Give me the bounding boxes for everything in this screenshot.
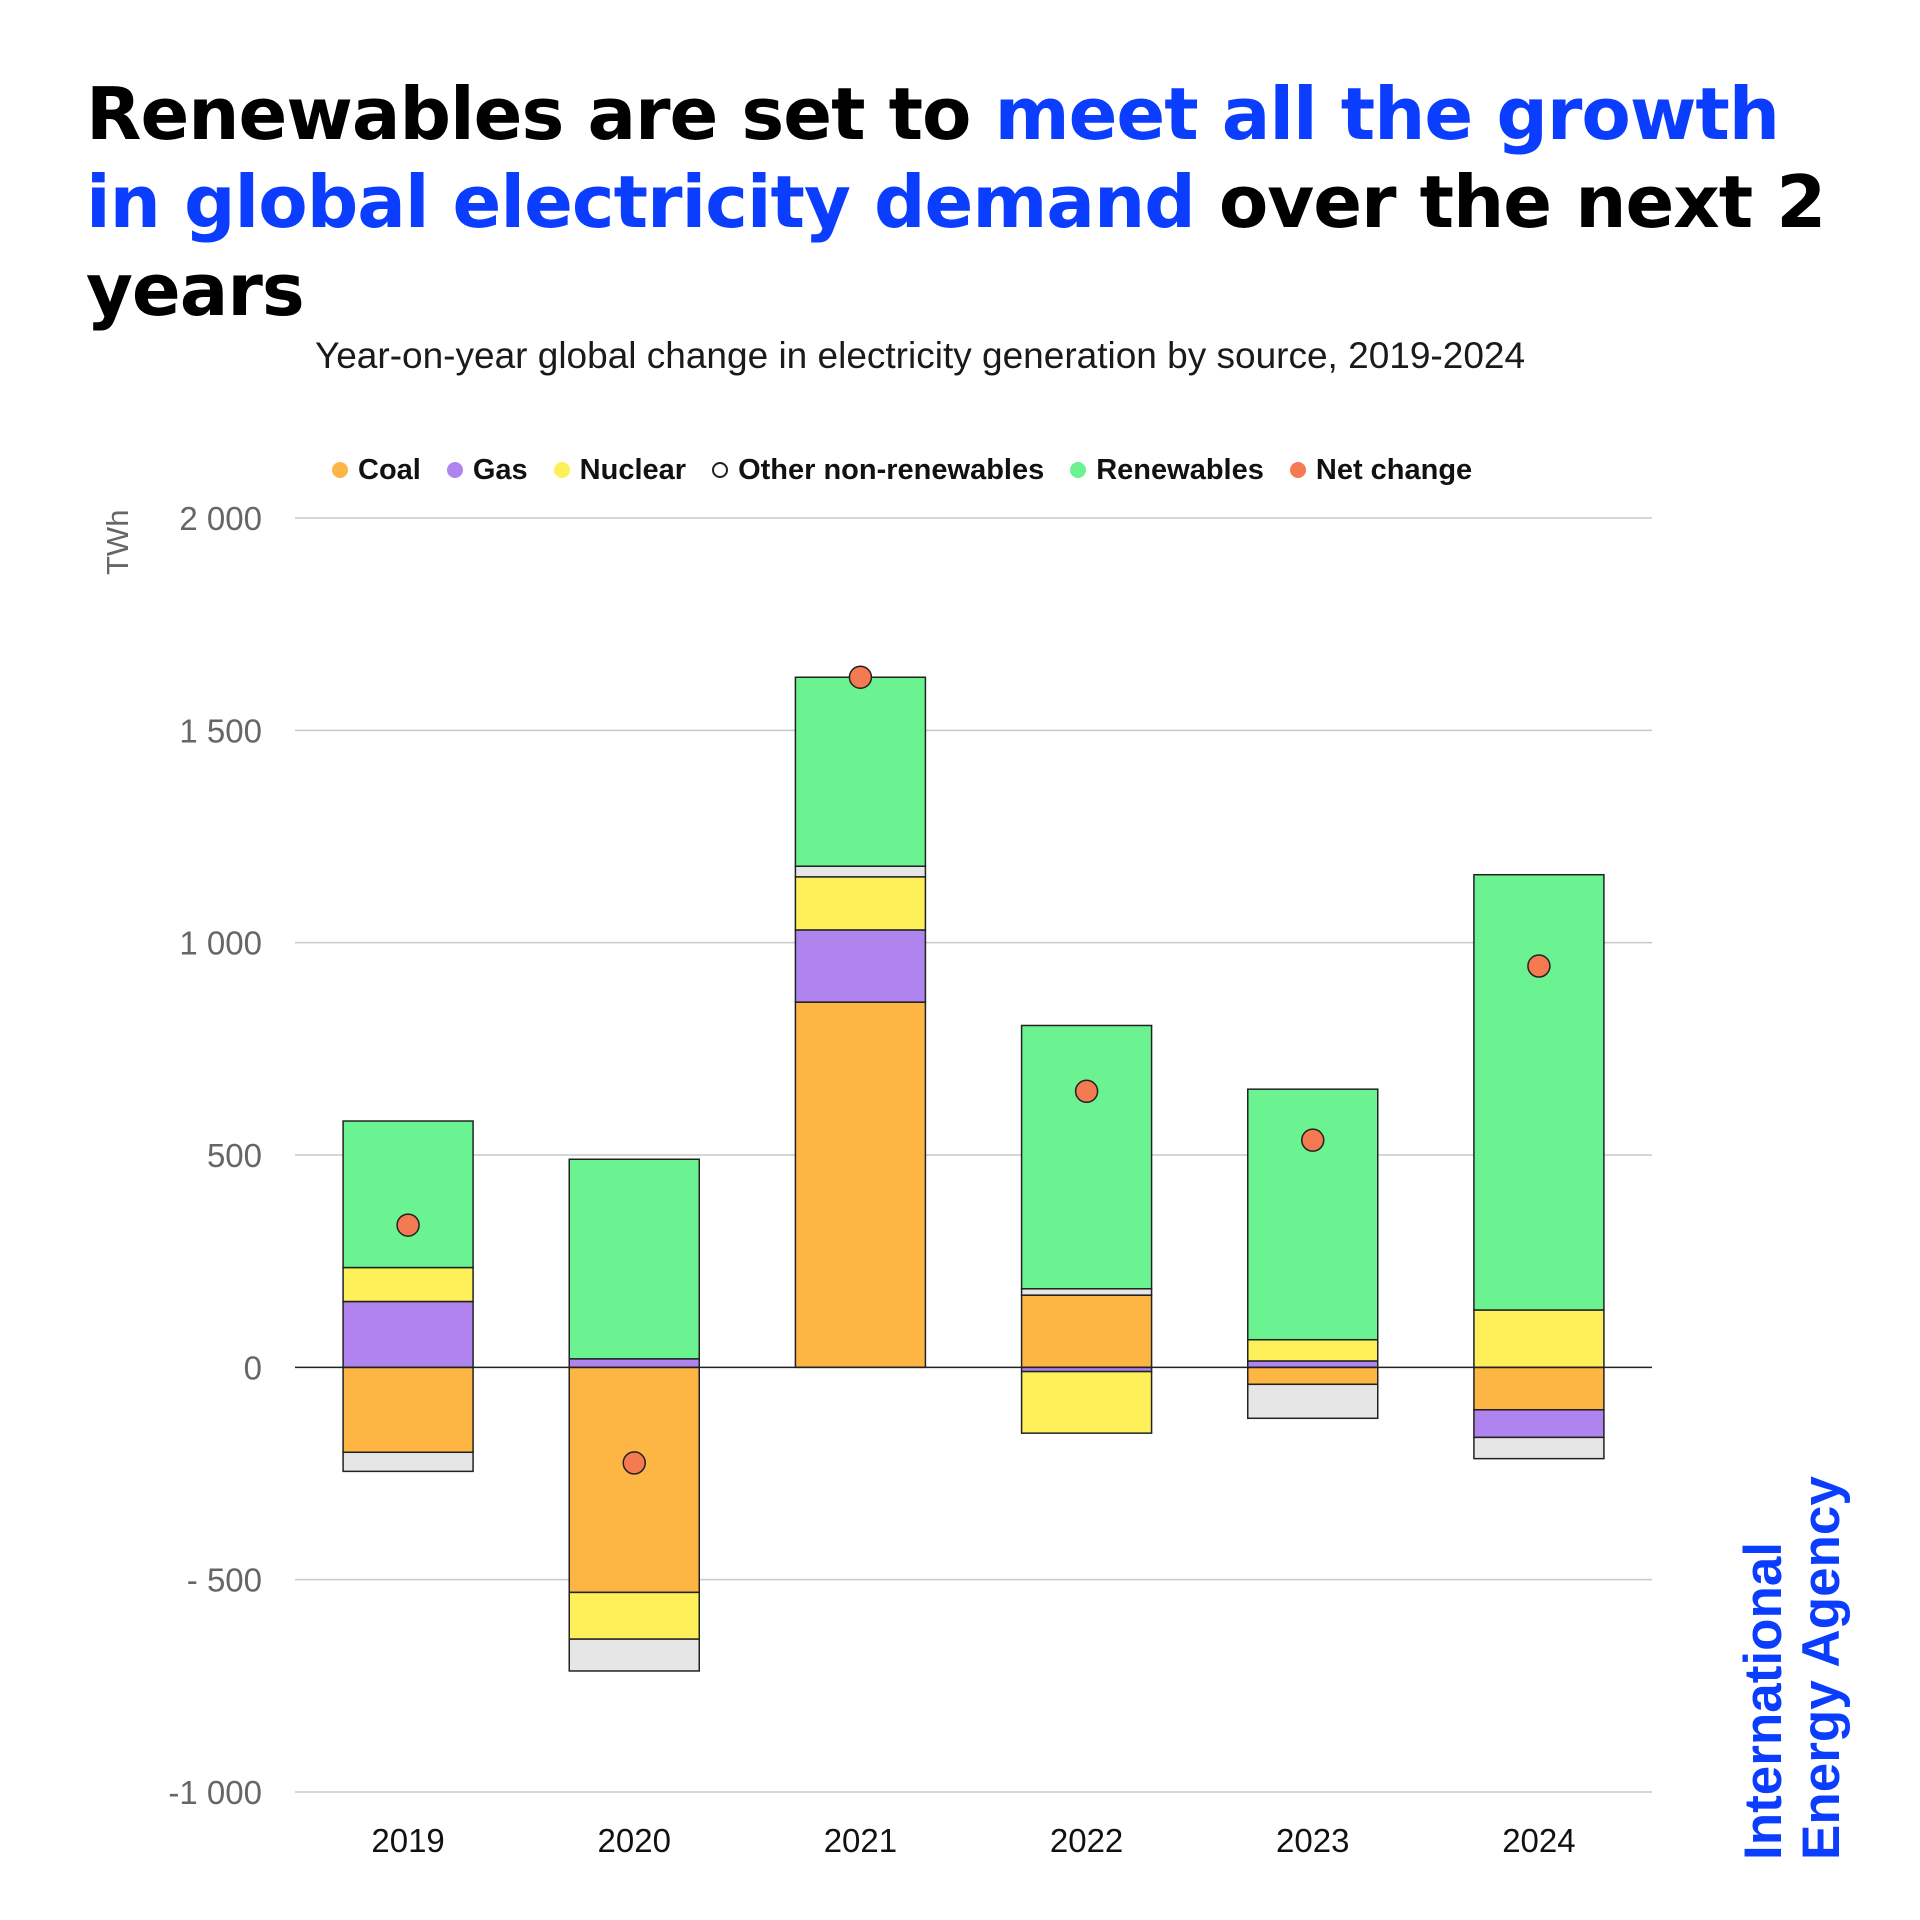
bar-segment-nuclear-2023 [1247,1338,1379,1362]
net-change-point-2024 [1527,954,1551,978]
x-tick-label: 2022 [1050,1822,1123,1859]
y-tick-label: 1 500 [179,712,262,749]
net-change-point-2022 [1074,1079,1099,1104]
x-tick-label: 2021 [824,1822,897,1859]
legend-label-other: Other non-renewables [738,453,1045,486]
y-tick-labels: 2 000 1 500 1 000 500 0 - 500 -1 000 [168,500,262,1811]
y-tick-label: - 500 [187,1562,262,1599]
headline-highlight: meet all the growth in global electricit… [86,72,1780,244]
headline: Renewables are set to meet all the growt… [86,70,1866,334]
bar-segment-coal-2020 [568,1366,700,1594]
bar-segment-gas-2021 [794,929,927,1003]
bar-segment-other-non-renewables-2020 [568,1638,700,1672]
x-tick-labels: 2019 2020 2021 2022 2023 2024 [371,1822,1575,1859]
legend-item-nuclear: Nuclear [553,453,687,487]
legend-swatch-gas [446,462,463,478]
y-tick-label: 2 000 [179,500,262,537]
bar-segment-gas-2023 [1247,1360,1379,1369]
net-change-point-2019 [396,1213,420,1237]
bar-segment-coal-2021 [794,1001,927,1369]
legend-label-nuclear: Nuclear [579,453,687,486]
legend-item-other: Other non-renewables [712,454,1044,487]
legend-item-net-change: Net change [1289,453,1473,487]
x-tick-label: 2023 [1276,1822,1349,1859]
y-tick-label: 1 000 [179,925,262,962]
bar-segment-renewables-2023 [1247,1088,1379,1341]
bar-segment-renewables-2019 [342,1120,474,1269]
bar-segment-nuclear-2022 [1020,1370,1153,1434]
bar-segment-coal-2023 [1247,1366,1379,1386]
net-change-point-2020 [622,1451,646,1475]
legend-label-gas: Gas [472,453,528,486]
bar-segment-other-non-renewables-2019 [342,1451,474,1473]
bar-segment-nuclear-2019 [342,1266,474,1303]
bar-segment-renewables-2020 [568,1158,700,1360]
bar-segment-coal-2019 [342,1366,474,1454]
gridlines [295,517,1652,1793]
bar-segment-coal-2022 [1020,1294,1153,1369]
net-change-point-2021 [848,665,873,689]
legend: Coal Gas Nuclear Other non-renewables Re… [332,450,1472,490]
iea-logo: International Energy Agency [1734,1476,1851,1860]
bar-segment-renewables-2021 [794,676,927,867]
bar-segment-other-non-renewables-2022 [1020,1288,1153,1296]
bar-segment-renewables-2022 [1020,1024,1153,1290]
x-tick-label: 2019 [371,1822,444,1859]
chart-subtitle: Year-on-year global change in electricit… [314,335,1526,376]
legend-swatch-nuclear [553,462,570,478]
net-change-point-2023 [1301,1128,1325,1152]
legend-item-gas: Gas [446,453,528,487]
logo-line-1: International [1734,1541,1793,1860]
x-tick-label: 2020 [598,1822,671,1859]
bar-segment-gas-2024 [1473,1409,1605,1439]
logo-line-2: Energy Agency [1792,1476,1851,1860]
bar-segment-gas-2020 [568,1358,700,1369]
legend-item-renewables: Renewables [1070,454,1264,487]
bar-segment-other-non-renewables-2021 [794,865,927,878]
bar-segment-coal-2024 [1473,1366,1605,1411]
y-tick-label: -1 000 [168,1774,262,1811]
legend-label-coal: Coal [358,453,421,486]
bar-segment-gas-2019 [342,1300,474,1369]
bar-segment-other-non-renewables-2024 [1473,1436,1605,1460]
bar-segment-nuclear-2020 [568,1591,700,1640]
bar-segment-nuclear-2024 [1473,1309,1605,1369]
legend-swatch-renewables [1070,462,1087,478]
net-change-markers [396,665,1551,1475]
y-tick-label: 0 [244,1349,262,1386]
legend-swatch-net-change [1289,462,1306,478]
bar-segment-renewables-2024 [1473,873,1605,1311]
legend-label-net-change: Net change [1315,453,1473,486]
headline-part-3: over the next 2 years [86,160,1826,332]
y-tick-label: 500 [207,1137,262,1174]
bar-segment-other-non-renewables-2023 [1247,1383,1379,1420]
headline-part-1: Renewables are set to [86,72,995,156]
legend-swatch-coal [332,462,348,478]
bar-segment-nuclear-2021 [794,876,927,931]
legend-item-coal: Coal [332,454,421,487]
bars [342,676,1605,1672]
legend-swatch-other [712,462,729,478]
x-tick-label: 2024 [1502,1822,1575,1859]
legend-label-renewables: Renewables [1096,453,1264,486]
